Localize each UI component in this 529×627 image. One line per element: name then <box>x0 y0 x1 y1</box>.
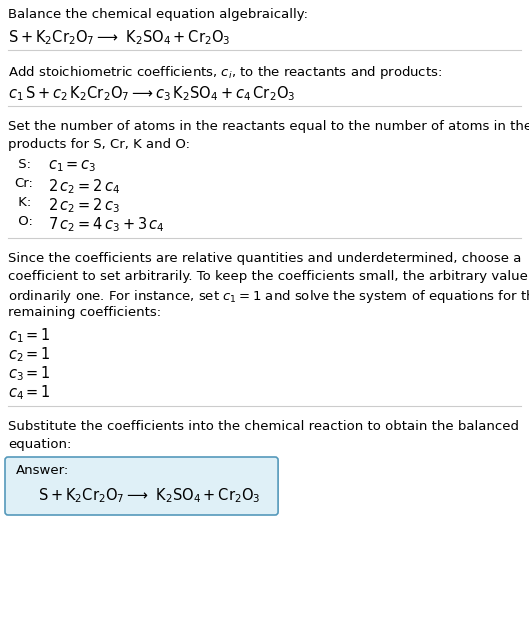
Text: S:: S: <box>14 158 31 171</box>
Text: Substitute the coefficients into the chemical reaction to obtain the balanced: Substitute the coefficients into the che… <box>8 420 519 433</box>
Text: Balance the chemical equation algebraically:: Balance the chemical equation algebraica… <box>8 8 308 21</box>
Text: $7\,c_2 = 4\,c_3 + 3\,c_4$: $7\,c_2 = 4\,c_3 + 3\,c_4$ <box>48 215 165 234</box>
Text: Set the number of atoms in the reactants equal to the number of atoms in the: Set the number of atoms in the reactants… <box>8 120 529 133</box>
Text: $c_2 = 1$: $c_2 = 1$ <box>8 345 51 364</box>
Text: $c_1 = 1$: $c_1 = 1$ <box>8 326 51 345</box>
Text: $2\,c_2 = 2\,c_3$: $2\,c_2 = 2\,c_3$ <box>48 196 120 214</box>
Text: $c_3 = 1$: $c_3 = 1$ <box>8 364 51 382</box>
Text: Cr:: Cr: <box>14 177 33 190</box>
Text: $c_1 = c_3$: $c_1 = c_3$ <box>48 158 97 174</box>
Text: $c_1\,\mathsf{S} + c_2\,\mathsf{K_2Cr_2O_7} \longrightarrow c_3\,\mathsf{K_2SO_4: $c_1\,\mathsf{S} + c_2\,\mathsf{K_2Cr_2O… <box>8 84 295 103</box>
FancyBboxPatch shape <box>5 457 278 515</box>
Text: coefficient to set arbitrarily. To keep the coefficients small, the arbitrary va: coefficient to set arbitrarily. To keep … <box>8 270 529 283</box>
Text: K:: K: <box>14 196 31 209</box>
Text: $\mathsf{S + K_2Cr_2O_7 \longrightarrow\ K_2SO_4 + Cr_2O_3}$: $\mathsf{S + K_2Cr_2O_7 \longrightarrow\… <box>8 28 231 46</box>
Text: equation:: equation: <box>8 438 71 451</box>
Text: $2\,c_2 = 2\,c_4$: $2\,c_2 = 2\,c_4$ <box>48 177 120 196</box>
Text: products for S, Cr, K and O:: products for S, Cr, K and O: <box>8 138 190 151</box>
Text: $c_4 = 1$: $c_4 = 1$ <box>8 383 51 402</box>
Text: Add stoichiometric coefficients, $\mathit{c}_{\mathit{i}}$, to the reactants and: Add stoichiometric coefficients, $\mathi… <box>8 64 442 81</box>
Text: Since the coefficients are relative quantities and underdetermined, choose a: Since the coefficients are relative quan… <box>8 252 522 265</box>
Text: remaining coefficients:: remaining coefficients: <box>8 306 161 319</box>
Text: $\mathsf{S + K_2Cr_2O_7 \longrightarrow\ K_2SO_4 + Cr_2O_3}$: $\mathsf{S + K_2Cr_2O_7 \longrightarrow\… <box>38 486 261 505</box>
Text: O:: O: <box>14 215 33 228</box>
Text: Answer:: Answer: <box>16 464 69 477</box>
Text: ordinarily one. For instance, set $c_1 = 1$ and solve the system of equations fo: ordinarily one. For instance, set $c_1 =… <box>8 288 529 305</box>
